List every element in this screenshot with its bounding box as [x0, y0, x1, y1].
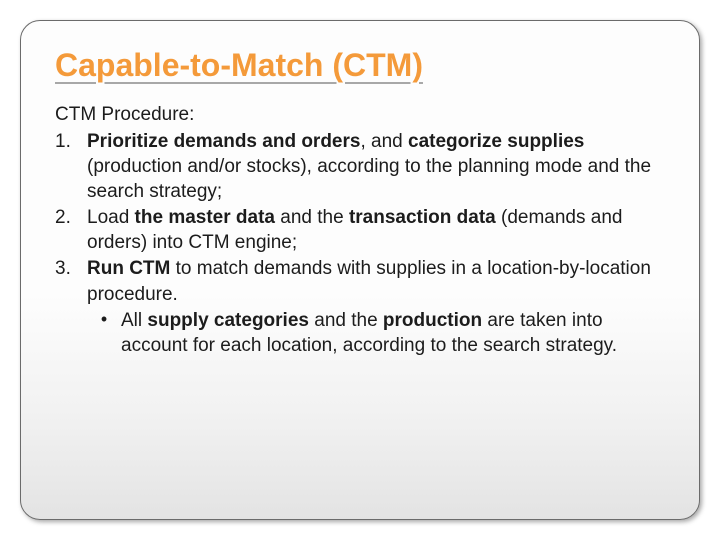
slide-title: Capable-to-Match (CTM): [55, 47, 665, 84]
text: (production and/or stocks), according to…: [87, 156, 651, 202]
list-item: 2.Load the master data and the transacti…: [55, 205, 665, 255]
bullet-icon: •: [87, 308, 121, 358]
text-bold: Prioritize demands and orders: [87, 131, 360, 152]
sub-list-text: All supply categories and the production…: [121, 308, 665, 358]
text-bold: the master data: [135, 207, 281, 228]
text-bold: transaction data: [349, 207, 496, 228]
list-text: Load the master data and the transaction…: [87, 205, 665, 255]
list-text: Run CTM to match demands with supplies i…: [87, 256, 665, 357]
list-item: 1.Prioritize demands and orders, and cat…: [55, 129, 665, 204]
text-bold: Run CTM: [87, 258, 170, 279]
sub-list-item: •All supply categories and the productio…: [87, 308, 665, 358]
list-number: 2.: [55, 205, 87, 255]
intro-text: CTM Procedure:: [55, 102, 665, 127]
text: and the: [314, 310, 383, 331]
list-text: Prioritize demands and orders, and categ…: [87, 129, 665, 204]
text: All: [121, 310, 147, 331]
list-item: 3.Run CTM to match demands with supplies…: [55, 256, 665, 357]
text: to match demands with supplies in a loca…: [87, 258, 651, 304]
slide-body: CTM Procedure: 1.Prioritize demands and …: [55, 102, 665, 358]
procedure-list: 1.Prioritize demands and orders, and cat…: [55, 129, 665, 358]
text: Load: [87, 207, 135, 228]
text-bold: production: [383, 310, 487, 331]
list-number: 1.: [55, 129, 87, 204]
slide-card: Capable-to-Match (CTM) CTM Procedure: 1.…: [20, 20, 700, 520]
sub-list: •All supply categories and the productio…: [87, 308, 665, 358]
list-number: 3.: [55, 256, 87, 357]
text-bold: supply categories: [147, 310, 314, 331]
text-bold: categorize supplies: [408, 131, 584, 152]
text: , and: [360, 131, 408, 152]
text: and the: [280, 207, 349, 228]
